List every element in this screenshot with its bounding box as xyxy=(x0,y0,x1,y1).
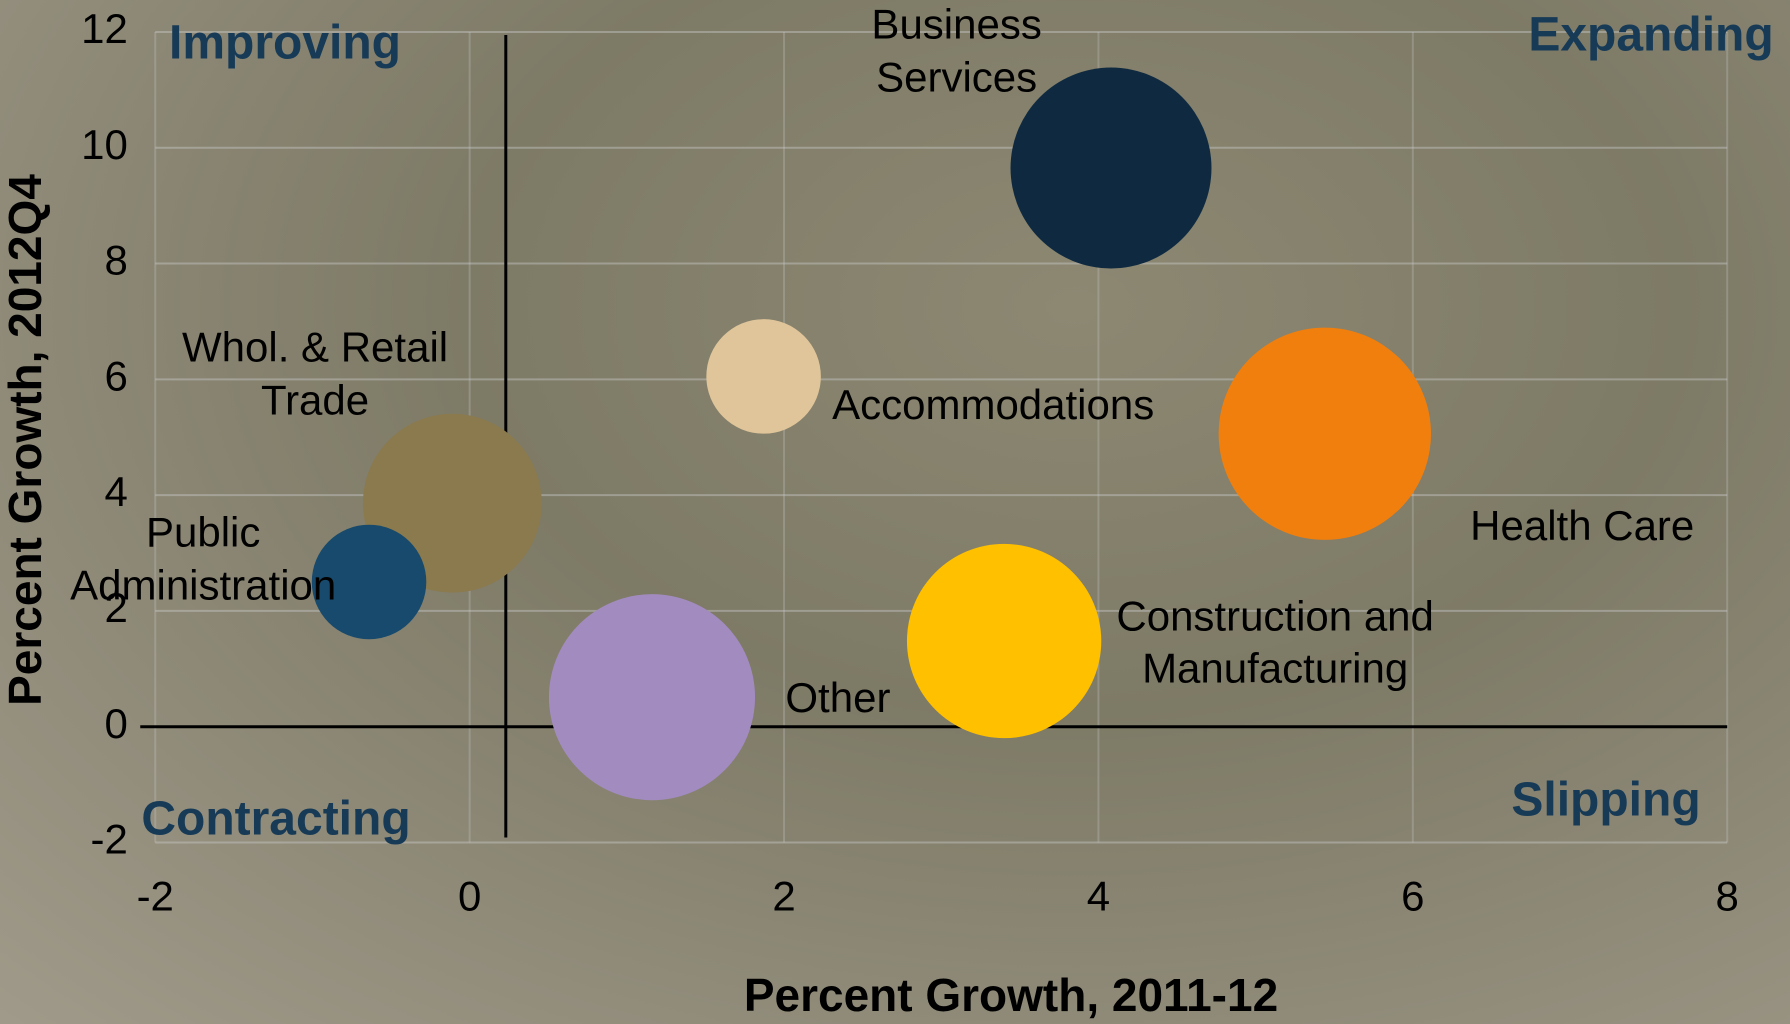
bubble xyxy=(549,594,755,800)
y-axis-title: Percent Growth, 2012Q4 xyxy=(0,174,52,706)
bubble-label: Public Administration xyxy=(38,507,369,612)
x-tick-label: 2 xyxy=(772,873,795,920)
bubble-label: Health Care xyxy=(1411,500,1753,553)
bubble xyxy=(706,319,821,434)
bubble-label: Accommodations xyxy=(822,379,1164,432)
x-tick-label: -2 xyxy=(137,873,174,920)
x-axis-title: Percent Growth, 2011-12 xyxy=(744,968,1278,1022)
x-tick-label: 6 xyxy=(1401,873,1424,920)
quadrant-label: Expanding xyxy=(1528,8,1773,63)
y-tick-label: 8 xyxy=(104,237,127,284)
y-tick-label: 12 xyxy=(81,5,128,52)
y-tick-label: 6 xyxy=(104,352,127,399)
y-tick-label: -2 xyxy=(90,816,127,863)
bubble-label: Construction and Manufacturing xyxy=(1104,590,1446,695)
bubble-label: Other xyxy=(752,671,923,724)
chart: -2024681012-202468 Percent Growth, 2011-… xyxy=(0,0,1790,1024)
quadrant-label: Slipping xyxy=(1511,773,1700,828)
quadrant-label: Improving xyxy=(169,16,401,71)
x-tick-label: 4 xyxy=(1087,873,1110,920)
y-tick-label: 0 xyxy=(104,700,127,747)
quadrant-label: Contracting xyxy=(141,792,410,847)
bubble-label: Whol. & Retail Trade xyxy=(144,322,486,427)
bubble xyxy=(907,544,1101,738)
x-tick-label: 0 xyxy=(458,873,481,920)
y-tick-label: 10 xyxy=(81,121,128,168)
bubble xyxy=(1219,328,1431,540)
x-tick-label: 8 xyxy=(1716,873,1739,920)
bubble-label: Business Services xyxy=(831,0,1082,104)
